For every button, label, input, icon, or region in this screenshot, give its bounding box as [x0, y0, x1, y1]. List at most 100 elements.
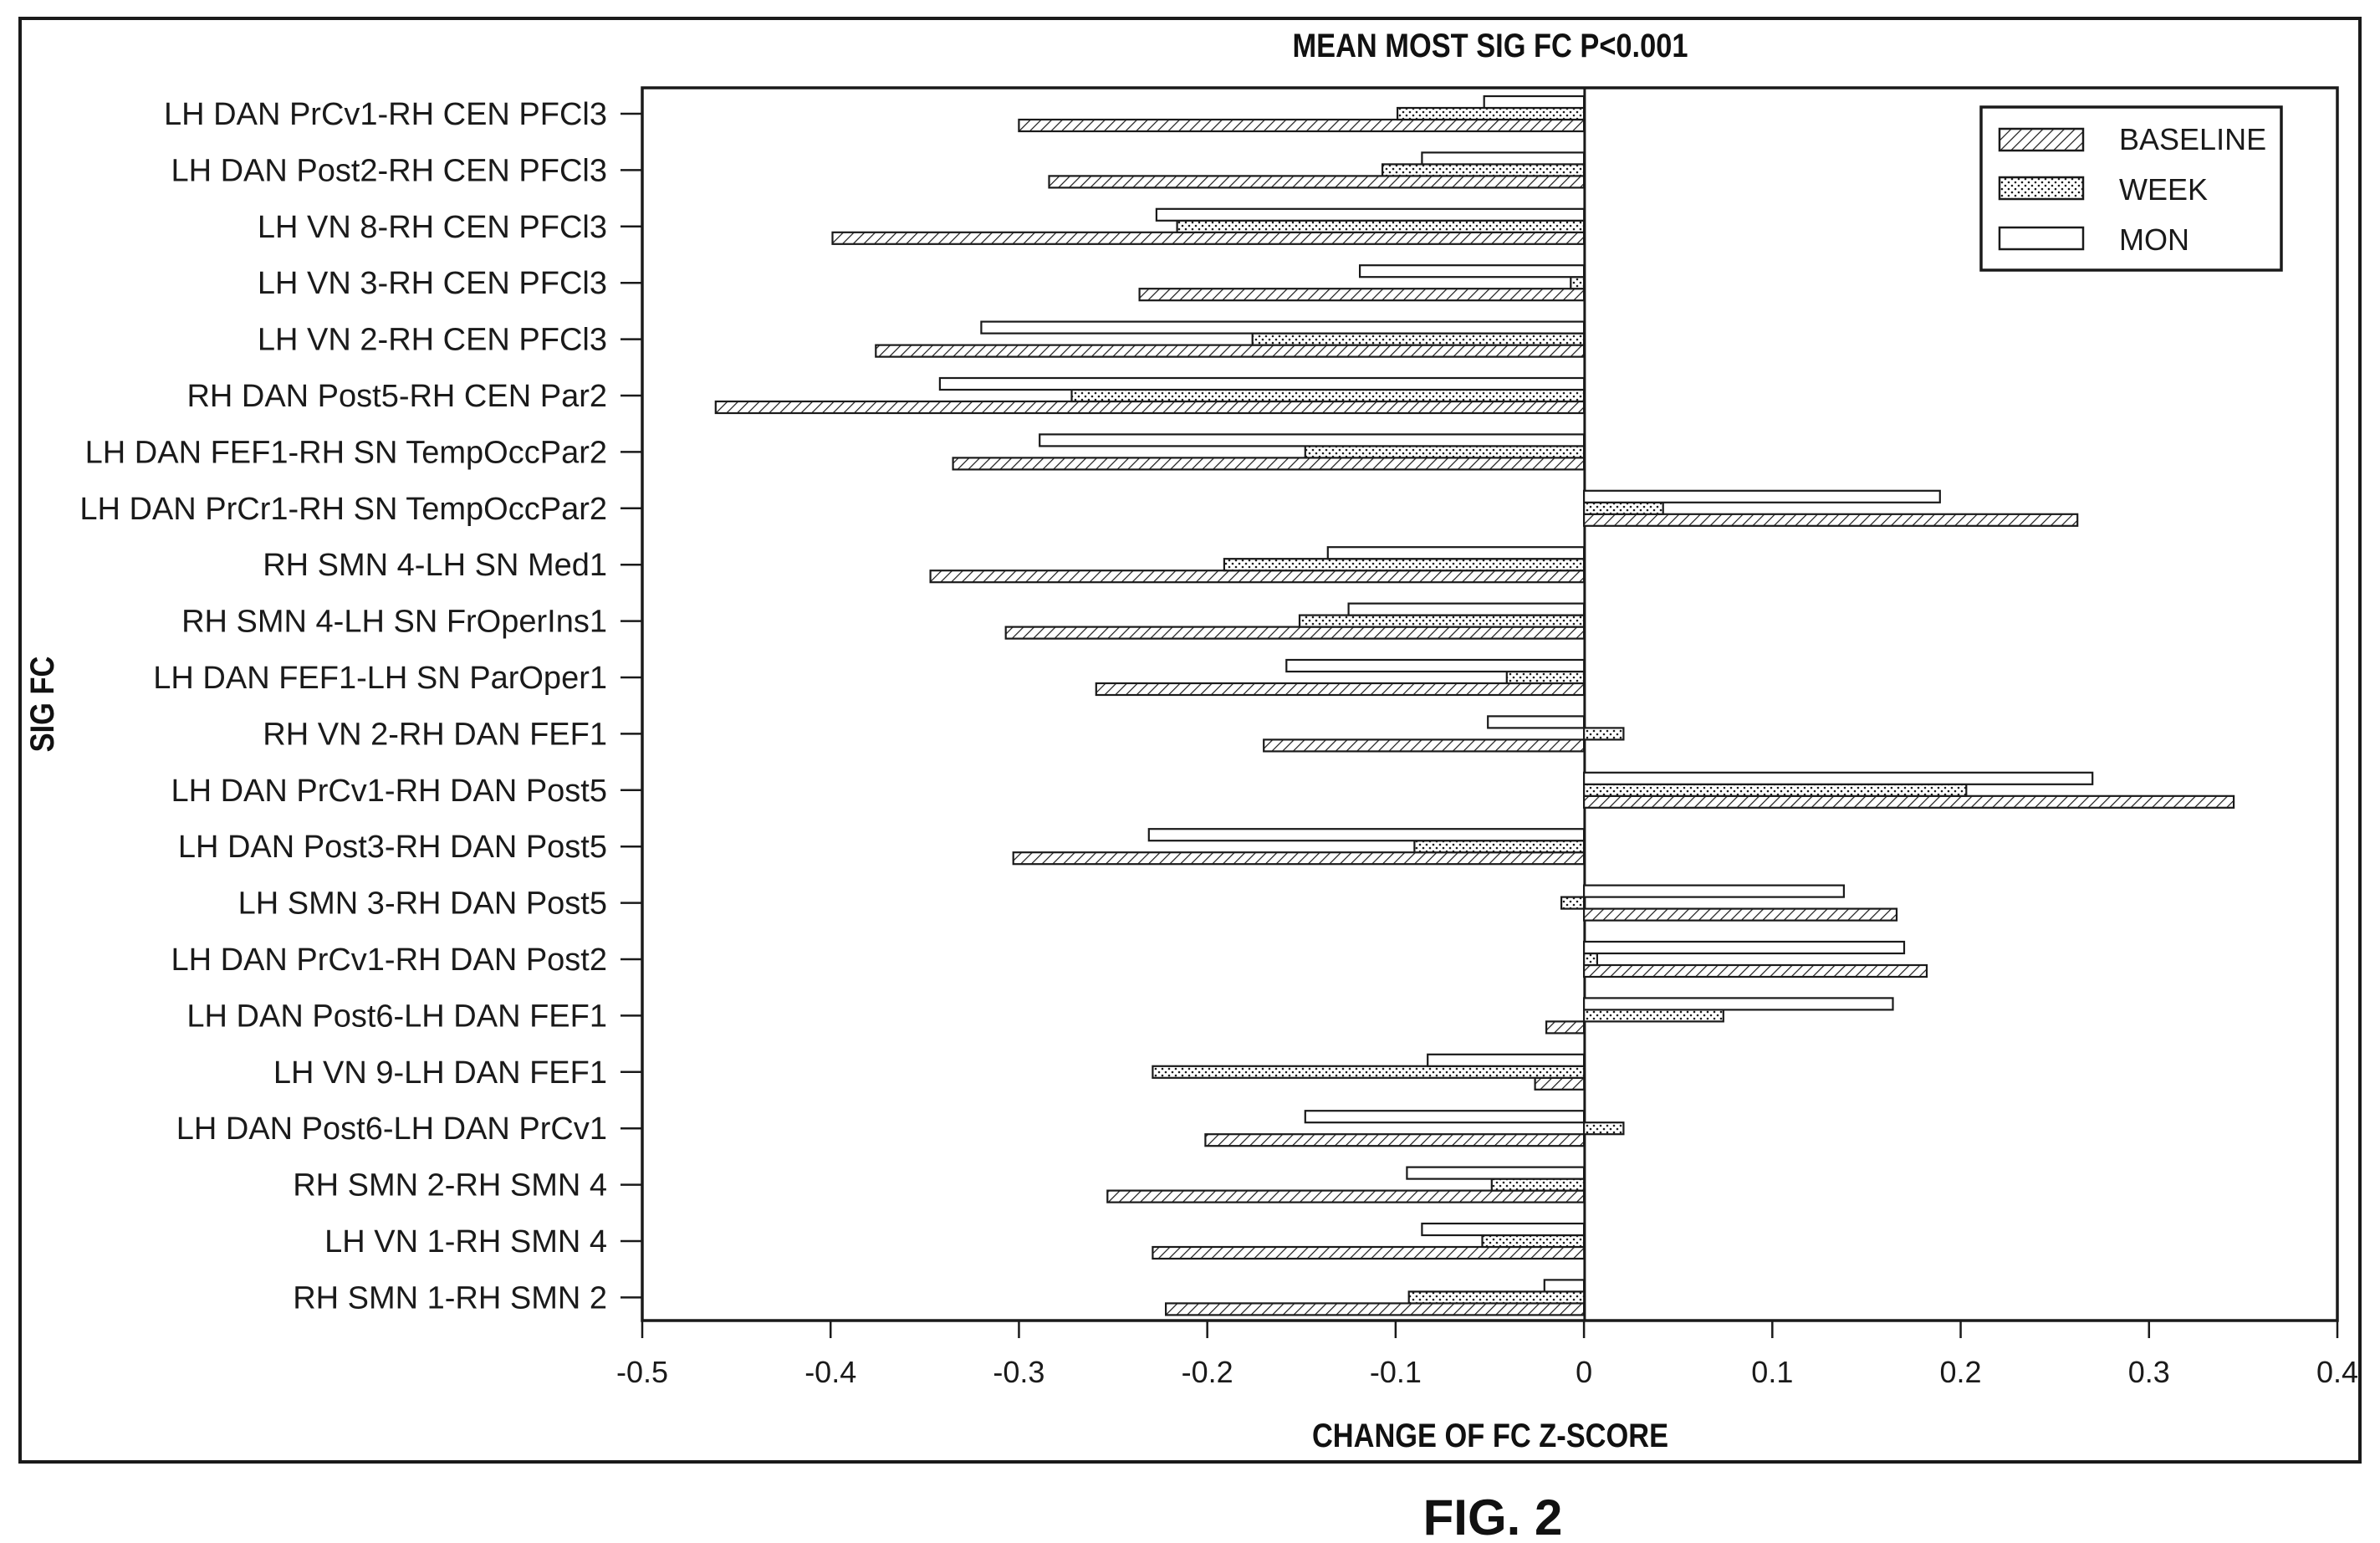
x-tick-label: -0.3	[993, 1355, 1044, 1389]
bar-mon	[1304, 1110, 1586, 1124]
bar-mon	[1582, 997, 1894, 1011]
bar-week	[1407, 1290, 1586, 1305]
bar-baseline	[1004, 626, 1586, 640]
bar-baseline	[875, 344, 1586, 358]
x-axis-label: CHANGE OF FC Z-SCORE	[1312, 1417, 1668, 1454]
bar-baseline	[1534, 1076, 1586, 1091]
legend: BASELINE WEEK MON	[1979, 105, 2283, 272]
bar-week	[1176, 219, 1586, 233]
y-tick-label: LH VN 2-RH CEN PFCl3	[258, 323, 607, 358]
bar-week	[1582, 1009, 1724, 1023]
y-tick-label: RH VN 2-RH DAN FEF1	[263, 717, 607, 752]
x-axis: -0.5 -0.4 -0.3 -0.2 -0.1 0 0.1 0.2 0.3 0.4	[616, 1321, 2358, 1389]
bar-week	[1582, 1121, 1625, 1136]
bar-baseline	[1582, 513, 2079, 527]
bar-week	[1413, 840, 1586, 854]
bar-week	[1505, 670, 1586, 685]
bar-mon	[938, 376, 1586, 391]
bar-baseline	[714, 400, 1586, 415]
bar-baseline	[1164, 1302, 1586, 1316]
y-tick-label: LH DAN PrCv1-RH DAN Post5	[171, 774, 607, 809]
bar-baseline	[1263, 738, 1586, 753]
y-tick-label: LH DAN Post3-RH DAN Post5	[178, 830, 607, 865]
x-tick-label: -0.2	[1182, 1355, 1233, 1389]
bar-week	[1582, 952, 1598, 967]
bar-week	[1298, 614, 1586, 628]
x-tick-label: -0.1	[1370, 1355, 1422, 1389]
x-tick-label: 0.2	[1940, 1355, 1982, 1389]
legend-label-mon: MON	[2119, 222, 2189, 257]
bar-baseline	[1152, 1245, 1586, 1260]
bar-mon	[1582, 884, 1845, 898]
bar-week	[1223, 558, 1586, 572]
plot-area	[641, 86, 2339, 1322]
y-tick-label: LH DAN Post6-LH DAN FEF1	[186, 999, 607, 1034]
bar-baseline	[1018, 118, 1586, 133]
legend-label-baseline: BASELINE	[2119, 122, 2266, 156]
bar-baseline	[1095, 682, 1586, 697]
bar-week	[1481, 1234, 1586, 1249]
bar-mon	[1543, 1279, 1586, 1293]
bar-baseline	[1012, 851, 1586, 866]
bar-week	[1304, 445, 1586, 459]
bar-baseline	[1545, 1020, 1586, 1035]
y-tick-label: LH DAN FEF1-RH SN TempOccPar2	[85, 435, 607, 470]
bar-mon	[1358, 264, 1586, 278]
bar-baseline	[1582, 794, 2235, 809]
y-tick-label: LH DAN PrCv1-RH DAN Post2	[171, 943, 607, 978]
y-axis-label: SIG FC	[23, 657, 61, 753]
bar-mon	[1285, 658, 1586, 673]
bar-week	[1490, 1178, 1586, 1192]
x-tick-label: -0.4	[804, 1355, 856, 1389]
bar-baseline	[831, 231, 1586, 245]
bar-mon	[1582, 489, 1941, 503]
bar-baseline	[952, 457, 1586, 471]
bar-mon	[1147, 828, 1586, 842]
y-tick-label: LH VN 8-RH CEN PFCl3	[258, 210, 607, 245]
bar-mon	[1582, 771, 2094, 785]
x-tick-label: 0.3	[2128, 1355, 2170, 1389]
bar-baseline	[1582, 963, 1928, 978]
bar-week	[1251, 332, 1586, 346]
figure-label: FIG. 2	[1423, 1489, 1563, 1543]
y-tick-label: LH SMN 3-RH DAN Post5	[238, 886, 607, 922]
bar-baseline	[1582, 907, 1898, 922]
y-tick-label: LH DAN Post6-LH DAN PrCv1	[176, 1111, 607, 1147]
figure-frame	[18, 17, 2362, 1464]
y-tick-label: LH DAN PrCv1-RH CEN PFCl3	[164, 97, 607, 132]
bar-mon	[1347, 602, 1586, 616]
y-tick-label: LH DAN Post2-RH CEN PFCl3	[171, 153, 607, 188]
y-tick-label: LH VN 3-RH CEN PFCl3	[258, 266, 607, 301]
x-tick-label: -0.5	[616, 1355, 668, 1389]
y-axis: LH DAN PrCv1-RH CEN PFCl3 LH DAN Post2-RH…	[79, 97, 642, 1316]
bar-mon	[1326, 546, 1586, 560]
legend-label-week: WEEK	[2119, 172, 2208, 207]
y-tick-label: LH VN 1-RH SMN 4	[324, 1224, 607, 1259]
bar-week	[1582, 501, 1664, 515]
x-tick-label: 0	[1576, 1355, 1592, 1389]
bar-mon	[1406, 1166, 1586, 1180]
y-tick-label: RH SMN 1-RH SMN 2	[293, 1280, 607, 1316]
legend-swatch-mon	[1998, 226, 2085, 251]
bar-baseline	[1138, 288, 1586, 302]
bar-week	[1396, 106, 1586, 121]
bar-mon	[1427, 1053, 1586, 1067]
bar-week	[1152, 1065, 1586, 1079]
bar-baseline	[929, 570, 1586, 584]
bar-week	[1582, 727, 1625, 741]
y-tick-label: LH DAN FEF1-LH SN ParOper1	[153, 661, 607, 696]
bar-mon	[1483, 95, 1586, 110]
bar-mon	[1155, 207, 1586, 222]
legend-swatch-baseline	[1998, 127, 2085, 152]
bar-week	[1560, 896, 1586, 910]
x-tick-label: 0.1	[1751, 1355, 1793, 1389]
y-tick-label: LH DAN PrCr1-RH SN TempOccPar2	[79, 492, 607, 527]
bar-mon	[1421, 151, 1586, 166]
bar-week	[1070, 388, 1586, 403]
bar-mon	[980, 320, 1586, 335]
bar-baseline	[1204, 1133, 1586, 1147]
y-tick-label: RH SMN 4-LH SN FrOperIns1	[181, 605, 607, 640]
x-tick-label: 0.4	[2316, 1355, 2358, 1389]
bar-mon	[1421, 1222, 1586, 1237]
